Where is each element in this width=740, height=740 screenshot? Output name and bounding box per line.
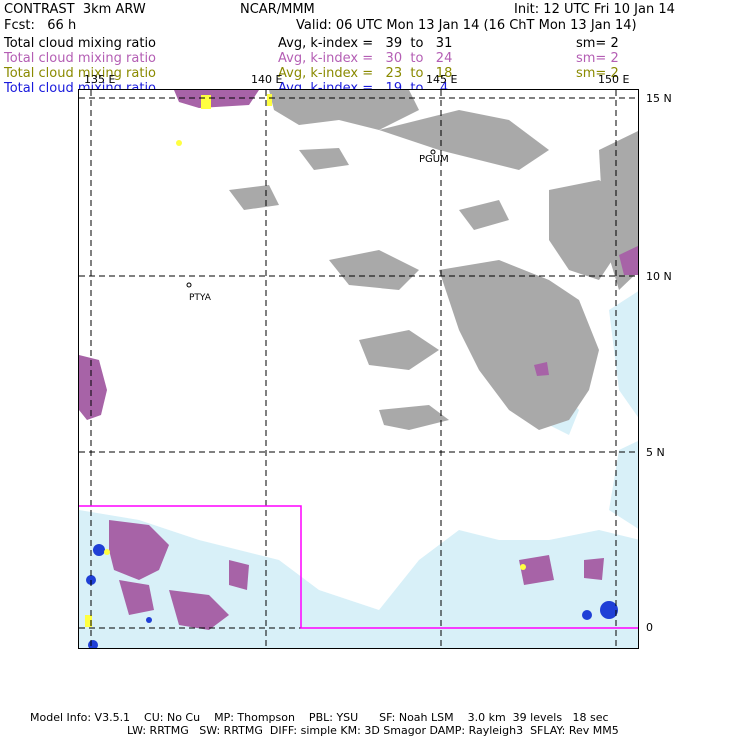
field-name-3: Total cloud mixing ratio [4,66,157,81]
lat-label-equator: 0 [646,621,653,634]
blue-cloud-layer [86,544,618,648]
lon-label-140: 140 E [251,73,283,86]
lat-label-10n: 10 N [646,270,672,283]
lon-label-135: 135 E [84,73,116,86]
field-avg-2: Avg, k-index = 30 to 24 [278,51,453,66]
field-sm-3: sm= 2 [576,66,619,81]
yellow-cloud-layer [85,94,526,627]
station-marker-pgum [430,149,436,155]
station-label-ptya: PTYA [189,293,212,303]
lat-label-15n: 15 N [646,92,672,105]
purple-cloud-layer [79,90,638,630]
model-info-line-2: LW: RRTMG SW: RRTMG DIFF: simple KM: 3D … [127,724,619,737]
field-avg-3: Avg, k-index = 23 to 18 [278,66,453,81]
model-info-line-1: Model Info: V3.5.1 CU: No Cu MP: Thompso… [30,711,609,724]
cloud-field-map: PGUM PTYA [79,90,638,648]
station-label-pgum: PGUM [419,154,449,165]
gray-cloud-layer [229,90,638,430]
field-sm-1: sm= 2 [576,36,619,51]
lon-label-150: 150 E [598,73,630,86]
map-panel: PGUM PTYA [78,89,639,649]
magenta-region-outline [79,505,638,629]
lon-label-145: 145 E [426,73,458,86]
field-name-1: Total cloud mixing ratio [4,36,157,51]
field-sm-2: sm= 2 [576,51,619,66]
forecast-hour: Fcst: 66 h [4,18,77,33]
station-marker-ptya [186,282,192,288]
lat-label-5n: 5 N [646,446,665,459]
valid-time: Valid: 06 UTC Mon 13 Jan 14 (16 ChT Mon … [296,18,637,33]
model-title: CONTRAST 3km ARW [4,2,146,17]
field-avg-1: Avg, k-index = 39 to 31 [278,36,453,51]
field-name-2: Total cloud mixing ratio [4,51,157,66]
init-time: Init: 12 UTC Fri 10 Jan 14 [514,2,675,17]
center-title: NCAR/MMM [240,2,315,17]
